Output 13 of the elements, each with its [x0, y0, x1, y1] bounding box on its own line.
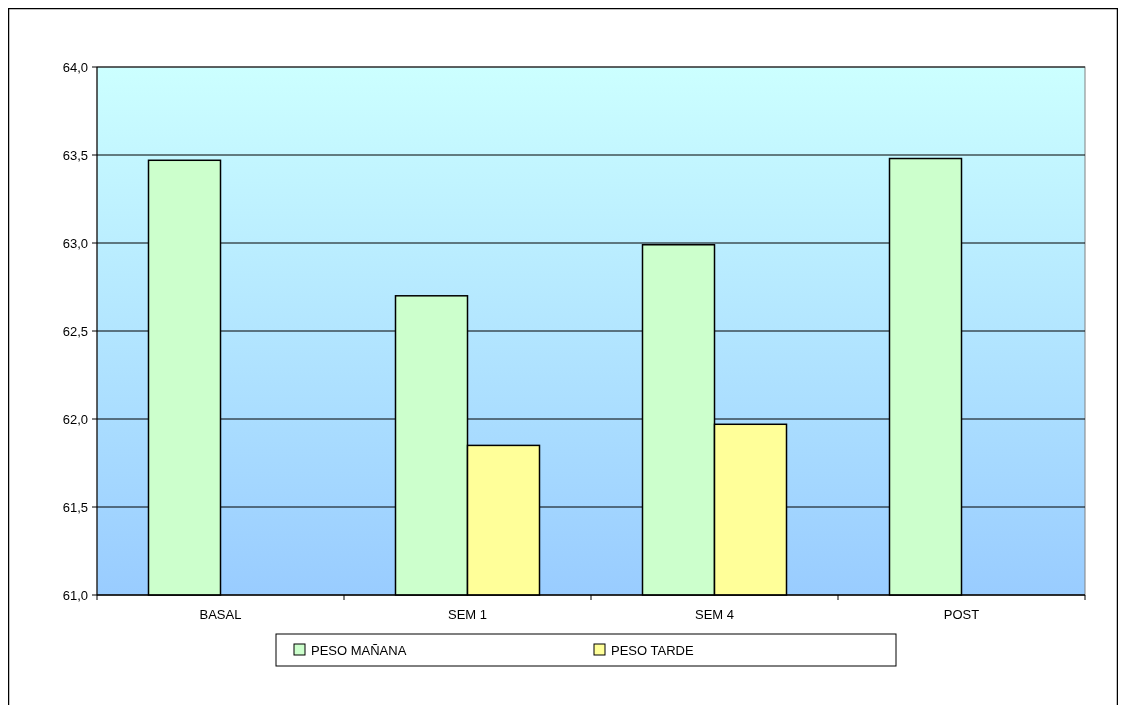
x-tick-label: BASAL: [199, 607, 242, 622]
x-tick-label: SEM 4: [694, 607, 735, 622]
y-tick-label: 63,0: [62, 235, 88, 251]
y-tick-label: 64,0: [62, 59, 88, 75]
y-tick-label: 61,5: [62, 499, 88, 515]
x-tick-label: SEM 1: [447, 607, 488, 622]
y-tick-label: 62,5: [62, 323, 88, 339]
y-tick-label: 62,0: [62, 411, 88, 427]
legend-label: PESO TARDE: [611, 642, 694, 658]
y-tick-label: 61,0: [62, 587, 88, 603]
legend-label: PESO MAÑANA: [311, 642, 407, 658]
y-tick-label: 63,5: [62, 147, 88, 163]
x-tick-label: POST: [943, 607, 980, 622]
